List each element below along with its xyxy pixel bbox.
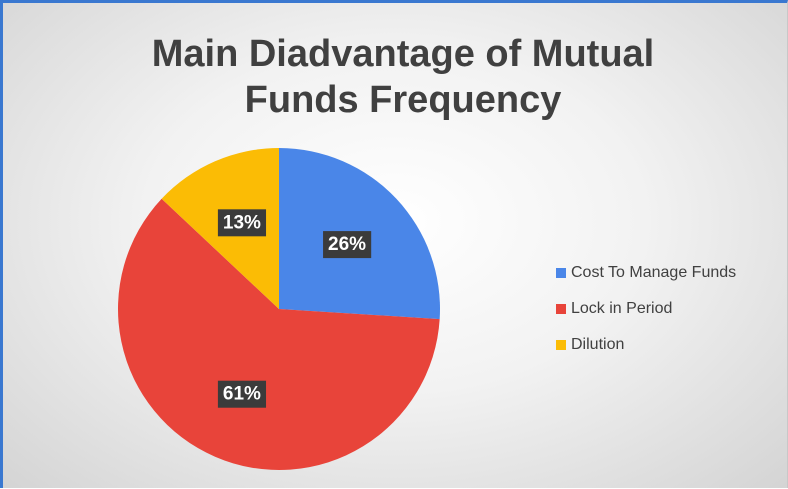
data-label: 13% (217, 209, 267, 237)
data-label-box (217, 380, 267, 408)
data-label: 61% (217, 380, 267, 408)
chart: 26% 61% 13% Cost To Manage Funds Lock in Per… (117, 148, 736, 471)
data-label-text: 61% (223, 384, 261, 405)
legend-swatch (556, 340, 566, 350)
legend-label: Cost To Manage Funds (571, 264, 736, 281)
data-label-box (323, 231, 372, 259)
data-label-box (217, 209, 267, 237)
pie-slice (117, 198, 440, 471)
legend-swatch (556, 268, 566, 278)
legend-swatch (556, 304, 566, 314)
data-label-text: 13% (223, 212, 261, 233)
legend-label: Dilution (571, 336, 624, 353)
chart-title: Main Diadvantage of Mutual Funds Frequen… (151, 33, 655, 121)
legend-label: Lock in Period (571, 300, 672, 317)
data-label: 26% (323, 231, 372, 259)
data-label-text: 26% (328, 234, 366, 255)
